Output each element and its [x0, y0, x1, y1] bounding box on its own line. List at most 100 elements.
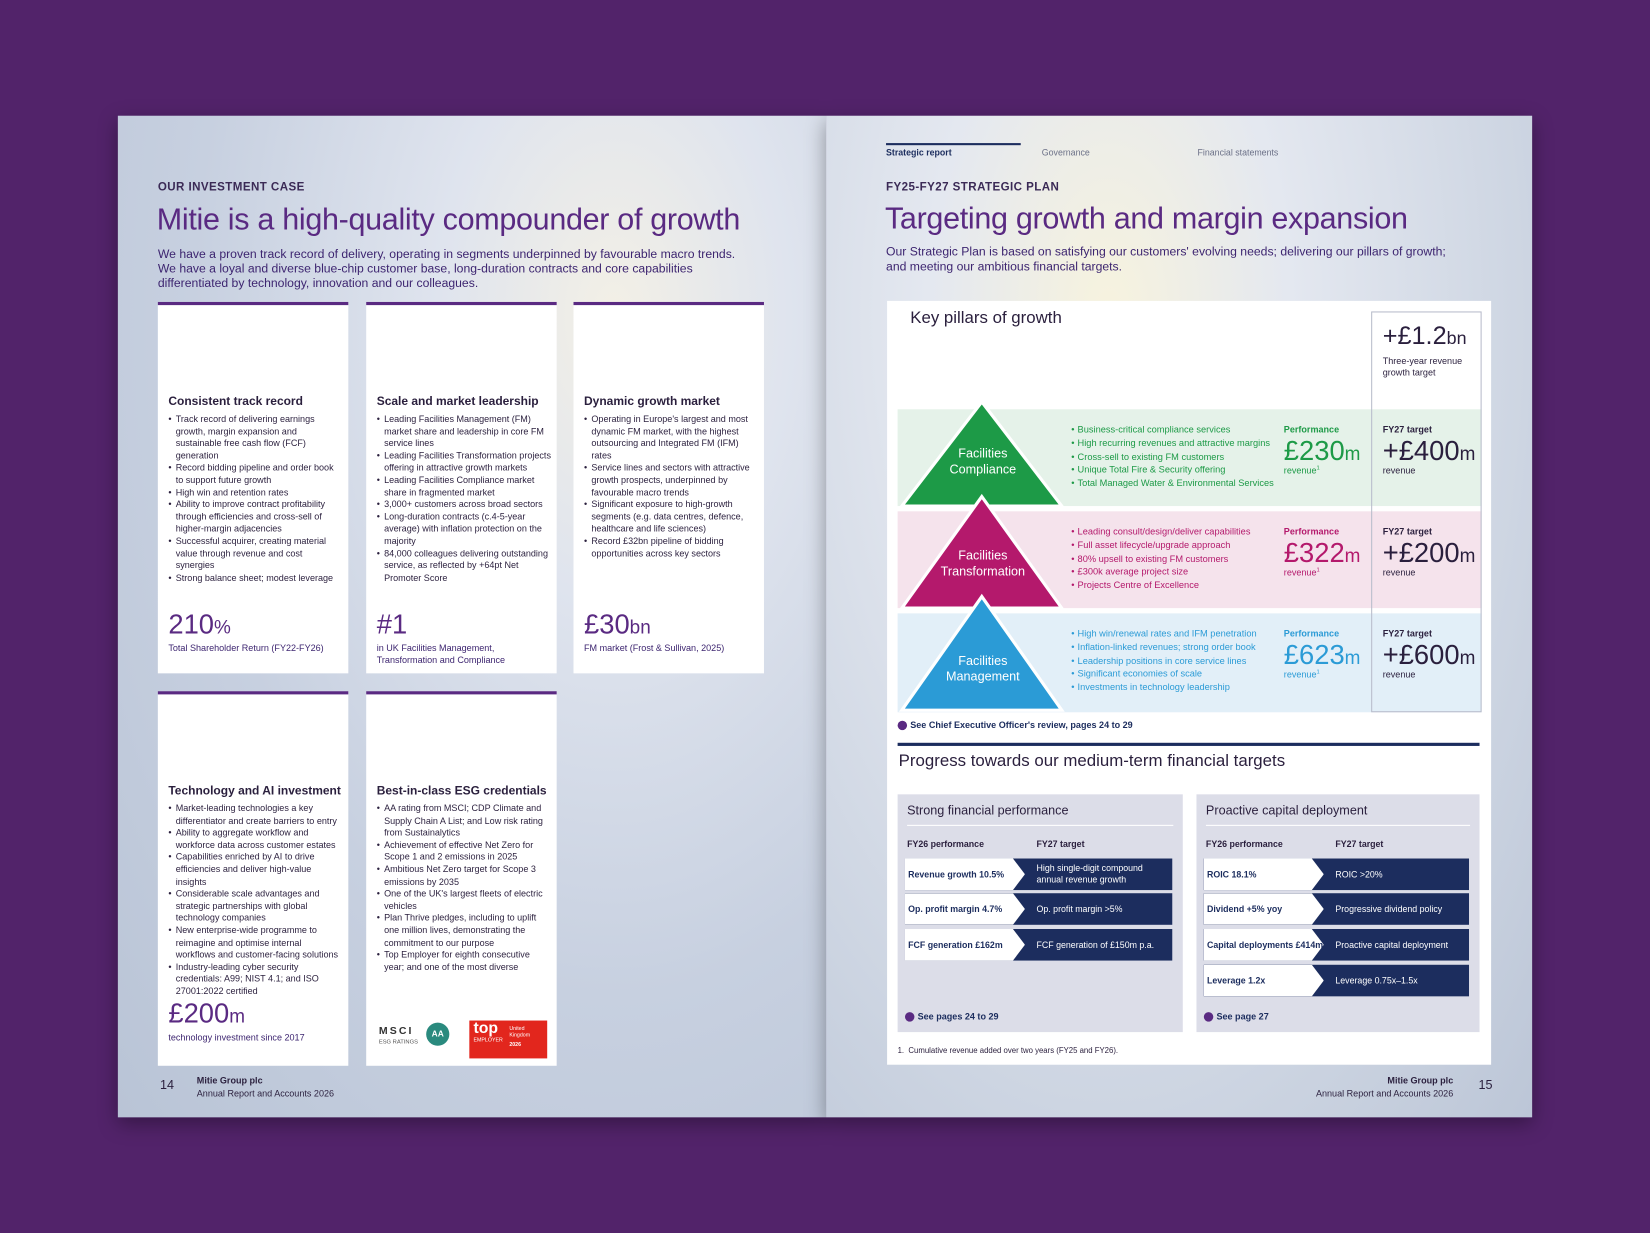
- footnote: 1. Cumulative revenue added over two yea…: [897, 1045, 1119, 1056]
- section-rule: [897, 742, 1480, 746]
- row-target: ROIC >20%: [1335, 868, 1383, 880]
- target: +£600m: [1383, 639, 1476, 672]
- row-performance-cell: [904, 893, 1025, 925]
- nav-item[interactable]: Strategic report: [886, 147, 952, 158]
- pillar-bullet: Leading consult/design/deliver capabilit…: [1071, 525, 1250, 538]
- bullet: Record £32bn pipeline of bidding opportu…: [584, 535, 759, 559]
- footer-report: Annual Report and Accounts 2026: [196, 1087, 335, 1099]
- stat-label: FM market (Frost & Sullivan, 2025): [584, 642, 725, 654]
- nav-active-rule: [886, 143, 1021, 146]
- performance-note-text: revenue: [1283, 669, 1317, 680]
- bullet: Leading Facilities Transformation projec…: [377, 450, 552, 474]
- target-value: +£200: [1382, 536, 1460, 569]
- bullet: Ability to improve contract profitabilit…: [168, 499, 343, 536]
- progress-heading: Progress towards our medium-term financi…: [898, 752, 1286, 771]
- performance: £230m: [1284, 435, 1361, 468]
- card-bullets: Track record of delivering earnings grow…: [168, 413, 343, 584]
- intro: Our Strategic Plan is based on satisfyin…: [886, 245, 1446, 274]
- pillars-link[interactable]: See Chief Executive Officer's review, pa…: [910, 719, 1133, 731]
- row-performance: Op. profit margin 4.7%: [908, 903, 1003, 915]
- card-title: Technology and AI investment: [168, 784, 341, 798]
- page-number: 15: [1478, 1077, 1493, 1093]
- col-performance: FY26 performance: [1205, 838, 1283, 850]
- stat-label: Total Shareholder Return (FY22-FY26): [168, 642, 324, 654]
- pillar-bullet: Total Managed Water & Environmental Serv…: [1071, 477, 1274, 490]
- footer-company: Mitie Group plc: [1387, 1075, 1454, 1086]
- performance-value: £230: [1283, 434, 1345, 467]
- row-target: Op. profit margin >5%: [1036, 903, 1123, 914]
- target-unit: m: [1459, 647, 1476, 669]
- stat-value: £30: [584, 608, 630, 640]
- top-employer: EMPLOYER: [473, 1037, 503, 1044]
- pillar-bullets: High win/renewal rates and IFM penetrati…: [1071, 627, 1256, 694]
- box-link[interactable]: See pages 24 to 29: [917, 1011, 999, 1022]
- row-target: High single-digit compound annual revenu…: [1036, 862, 1143, 885]
- nav-item[interactable]: Governance: [1041, 147, 1090, 158]
- col-target: FY27 target: [1036, 838, 1085, 850]
- card-title: Scale and market leadership: [376, 395, 539, 409]
- row-performance-cell: [1203, 929, 1324, 961]
- target-label: FY27 target: [1382, 526, 1432, 537]
- stat-label: technology investment since 2017: [168, 1032, 305, 1043]
- box-link[interactable]: See page 27: [1216, 1011, 1269, 1022]
- row-performance: FCF generation £162m: [908, 939, 1003, 951]
- msci-name: MSCI: [378, 1025, 414, 1038]
- row-performance-cell: [1203, 893, 1324, 925]
- row-target: Proactive capital deployment: [1335, 938, 1449, 950]
- bullet: Operating in Europe's largest and most d…: [584, 413, 759, 462]
- box-title: Proactive capital deployment: [1205, 802, 1368, 818]
- stat-value: 210: [168, 608, 215, 640]
- footer-company: Mitie Group plc: [196, 1075, 263, 1086]
- bullet: Plan Thrive pledges, including to uplift…: [377, 913, 552, 950]
- pillar-bullets: Leading consult/design/deliver capabilit…: [1071, 525, 1250, 592]
- top-word: top: [473, 1019, 499, 1038]
- performance-value: £322: [1283, 536, 1345, 569]
- card-stat: #1: [377, 608, 407, 641]
- pillar-bullets: Business-critical compliance servicesHig…: [1071, 423, 1274, 490]
- page-title: Mitie is a high-quality compounder of gr…: [156, 203, 741, 237]
- footer-report: Annual Report and Accounts 2026: [1315, 1087, 1454, 1099]
- card-title: Dynamic growth market: [584, 395, 720, 409]
- top-country: United Kingdom: [509, 1025, 531, 1039]
- stat-value: #1: [376, 608, 408, 640]
- row-performance: Revenue growth 10.5%: [908, 869, 1005, 880]
- stat-unit: %: [214, 616, 231, 638]
- top-year: 2026: [509, 1041, 522, 1048]
- bullet: Record bidding pipeline and order book t…: [168, 462, 343, 486]
- intro: We have a proven track record of deliver…: [157, 247, 736, 290]
- pillar-bullet: Inflation-linked revenues; strong order …: [1071, 641, 1256, 654]
- row-performance-cell: [904, 858, 1025, 891]
- performance-label: Performance: [1283, 423, 1340, 435]
- pillar-bullet: High recurring revenues and attractive m…: [1071, 436, 1274, 449]
- row-performance: Capital deployments £414m: [1206, 939, 1324, 951]
- bullet: Market-leading technologies a key differ…: [168, 803, 343, 827]
- bullet: Industry-leading cyber security credenti…: [168, 961, 343, 998]
- nav-item[interactable]: Financial statements: [1197, 147, 1279, 158]
- stat-value: £200: [168, 997, 230, 1029]
- bullet: Strong balance sheet; modest leverage: [168, 572, 343, 584]
- bullet: Top Employer for eighth consecutive year…: [377, 949, 552, 973]
- pillar-bullet: Leadership positions in core service lin…: [1071, 654, 1256, 667]
- performance: £623m: [1284, 639, 1361, 672]
- card-bullets: Operating in Europe's largest and most d…: [584, 413, 759, 559]
- growth-target: +£1.2bn: [1383, 322, 1467, 351]
- row-target: FCF generation of £150m p.a.: [1036, 938, 1155, 950]
- row-target: Progressive dividend policy: [1335, 903, 1443, 914]
- card-bullets: Market-leading technologies a key differ…: [168, 803, 343, 998]
- box-title: Strong financial performance: [907, 802, 1069, 818]
- performance-note: revenue1: [1284, 567, 1320, 578]
- bullet: Service lines and sectors with attractiv…: [584, 462, 759, 499]
- performance-note-text: revenue: [1283, 567, 1317, 578]
- bullet: AA rating from MSCI; CDP Climate and Sup…: [377, 803, 552, 840]
- row-performance-cell: [1203, 964, 1324, 997]
- bullet: 84,000 colleagues delivering outstanding…: [377, 548, 552, 585]
- card-stat: £200m: [168, 997, 245, 1030]
- pillar-bullet: High win/renewal rates and IFM penetrati…: [1071, 627, 1256, 640]
- target-unit: m: [1459, 544, 1476, 567]
- bullet: Achievement of effective Net Zero for Sc…: [377, 839, 552, 863]
- stat-unit: m: [229, 1005, 246, 1027]
- row-target: Leverage 0.75x–1.5x: [1335, 974, 1418, 986]
- pillar-name: Facilities Compliance: [949, 446, 1017, 477]
- card-bullets: AA rating from MSCI; CDP Climate and Sup…: [377, 803, 552, 974]
- card-title: Best-in-class ESG credentials: [376, 784, 547, 798]
